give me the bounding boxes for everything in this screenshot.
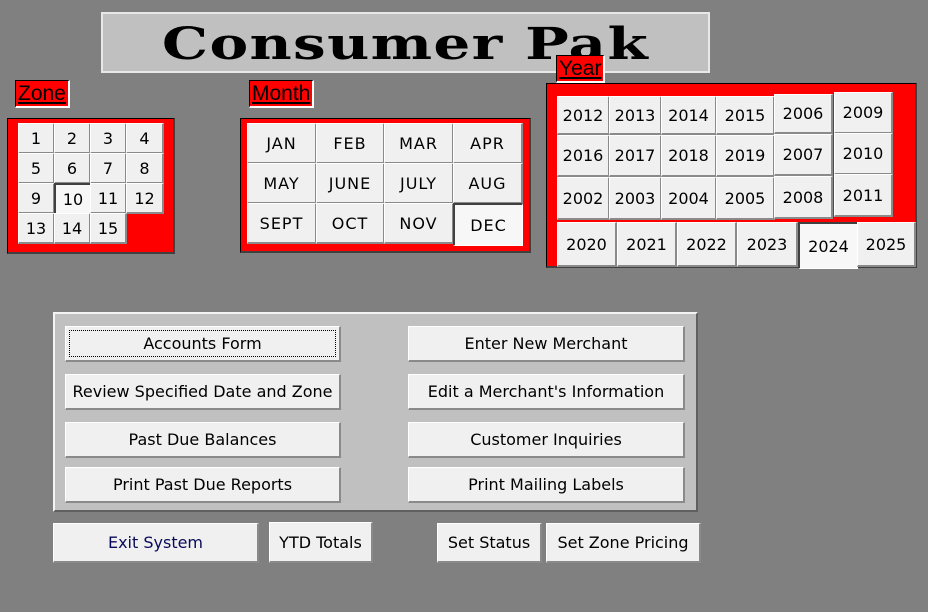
- zone-button-14[interactable]: 14: [54, 213, 91, 244]
- zone-button-9[interactable]: 9: [18, 183, 55, 214]
- month-panel: JAN FEB MAR APR MAY JUNE JULY AUG SEPT O…: [240, 118, 531, 253]
- edit-merchant-information-button[interactable]: Edit a Merchant's Information: [408, 374, 685, 410]
- customer-inquiries-button[interactable]: Customer Inquiries: [408, 422, 685, 458]
- year-button-2015[interactable]: 2015: [716, 96, 775, 135]
- year-button-2003[interactable]: 2003: [609, 177, 662, 220]
- year-button-2011[interactable]: 2011: [834, 174, 893, 217]
- zone-button-10[interactable]: 10: [54, 183, 91, 214]
- month-button-sept[interactable]: SEPT: [247, 203, 317, 244]
- month-button-oct[interactable]: OCT: [316, 203, 385, 244]
- year-button-2005[interactable]: 2005: [716, 177, 775, 220]
- zone-button-7[interactable]: 7: [90, 153, 127, 184]
- month-button-aug[interactable]: AUG: [453, 163, 523, 204]
- year-button-2019[interactable]: 2019: [716, 135, 775, 177]
- month-button-may[interactable]: MAY: [247, 163, 317, 204]
- accounts-form-button[interactable]: Accounts Form: [65, 326, 341, 362]
- exit-system-button[interactable]: Exit System: [53, 523, 259, 563]
- year-panel: 2012 2013 2014 2015 2006 2009 2016 2017 …: [546, 83, 917, 269]
- year-button-2008[interactable]: 2008: [774, 176, 833, 219]
- zone-button-3[interactable]: 3: [90, 123, 127, 154]
- zone-button-8[interactable]: 8: [126, 153, 164, 184]
- year-button-2023[interactable]: 2023: [737, 222, 798, 267]
- month-button-dec[interactable]: DEC: [453, 203, 523, 246]
- year-button-2021[interactable]: 2021: [617, 222, 677, 267]
- zone-button-5[interactable]: 5: [18, 153, 55, 184]
- year-button-2010[interactable]: 2010: [834, 133, 893, 175]
- zone-button-12[interactable]: 12: [126, 183, 164, 214]
- zone-button-6[interactable]: 6: [54, 153, 91, 184]
- app-title: Consumer Pak: [161, 19, 650, 70]
- set-status-button[interactable]: Set Status: [437, 523, 542, 563]
- zone-panel: 1 2 3 4 5 6 7 8 9 10 11 12 13 14 15: [7, 118, 175, 254]
- print-past-due-reports-button[interactable]: Print Past Due Reports: [65, 467, 341, 503]
- exit-system-label: Exit System: [107, 533, 204, 552]
- zone-button-2[interactable]: 2: [54, 123, 91, 154]
- zone-label: Zone: [15, 80, 70, 108]
- year-button-2016[interactable]: 2016: [557, 135, 610, 177]
- month-button-mar[interactable]: MAR: [384, 123, 454, 164]
- set-zone-pricing-button[interactable]: Set Zone Pricing: [546, 523, 701, 563]
- year-button-2009[interactable]: 2009: [834, 92, 893, 134]
- year-button-2007[interactable]: 2007: [774, 134, 833, 176]
- month-label: Month: [249, 80, 315, 108]
- year-button-2013[interactable]: 2013: [609, 96, 662, 135]
- app-title-banner: Consumer Pak: [101, 12, 710, 73]
- month-button-nov[interactable]: NOV: [384, 203, 454, 244]
- year-button-2014[interactable]: 2014: [661, 96, 717, 135]
- year-button-2012[interactable]: 2012: [557, 96, 610, 135]
- month-button-apr[interactable]: APR: [453, 123, 523, 164]
- zone-button-4[interactable]: 4: [126, 123, 164, 154]
- year-button-2025[interactable]: 2025: [857, 222, 916, 267]
- year-button-2002[interactable]: 2002: [557, 177, 610, 220]
- year-button-2022[interactable]: 2022: [677, 222, 737, 267]
- month-button-july[interactable]: JULY: [384, 163, 454, 204]
- month-button-june[interactable]: JUNE: [316, 163, 385, 204]
- year-button-2017[interactable]: 2017: [609, 135, 662, 177]
- zone-button-15[interactable]: 15: [90, 213, 127, 244]
- review-specified-date-zone-button[interactable]: Review Specified Date and Zone: [65, 374, 341, 410]
- zone-button-1[interactable]: 1: [18, 123, 55, 154]
- ytd-totals-button[interactable]: YTD Totals: [269, 522, 373, 563]
- year-label: Year: [556, 55, 606, 83]
- print-mailing-labels-button[interactable]: Print Mailing Labels: [408, 467, 685, 503]
- month-button-feb[interactable]: FEB: [316, 123, 385, 164]
- enter-new-merchant-button[interactable]: Enter New Merchant: [408, 326, 685, 362]
- month-button-jan[interactable]: JAN: [247, 123, 317, 164]
- accounts-form-label: Accounts Form: [143, 334, 262, 353]
- main-menu-panel: Accounts Form Review Specified Date and …: [53, 312, 698, 512]
- zone-button-13[interactable]: 13: [18, 213, 55, 244]
- year-button-2006[interactable]: 2006: [774, 94, 833, 134]
- year-button-2004[interactable]: 2004: [661, 177, 717, 220]
- zone-button-11[interactable]: 11: [90, 183, 127, 214]
- year-button-2020[interactable]: 2020: [557, 222, 617, 267]
- year-button-2018[interactable]: 2018: [661, 135, 717, 177]
- past-due-balances-button[interactable]: Past Due Balances: [65, 422, 341, 458]
- year-button-2024[interactable]: 2024: [798, 222, 858, 269]
